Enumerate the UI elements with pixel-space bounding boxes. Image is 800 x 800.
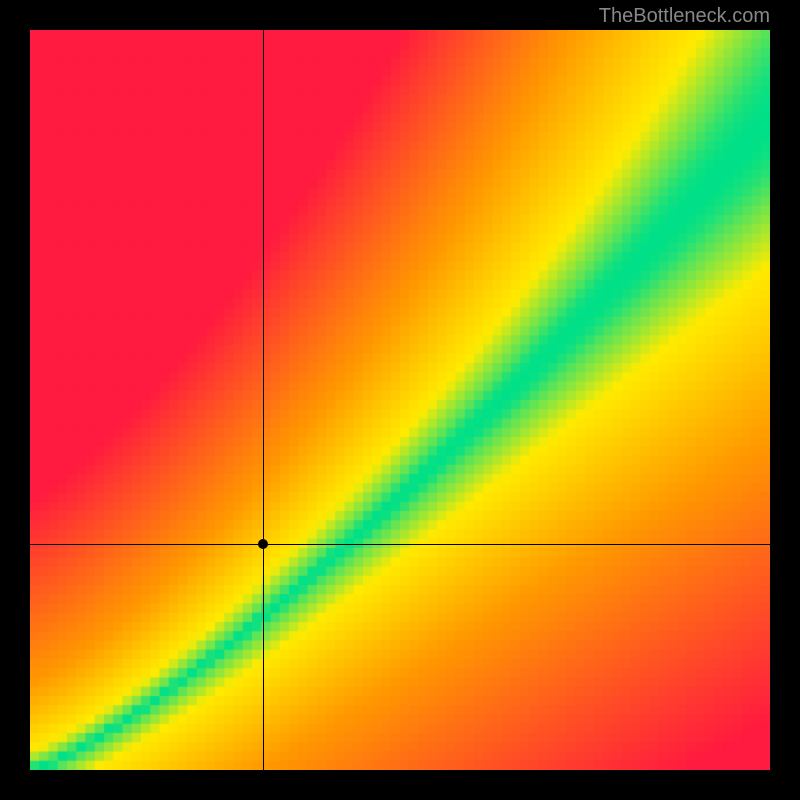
- heatmap-canvas: [30, 30, 770, 770]
- watermark-text: TheBottleneck.com: [599, 5, 770, 28]
- crosshair-horizontal: [30, 544, 770, 545]
- crosshair-vertical: [263, 30, 264, 770]
- marker-dot: [258, 539, 268, 549]
- heatmap-chart: [30, 30, 770, 770]
